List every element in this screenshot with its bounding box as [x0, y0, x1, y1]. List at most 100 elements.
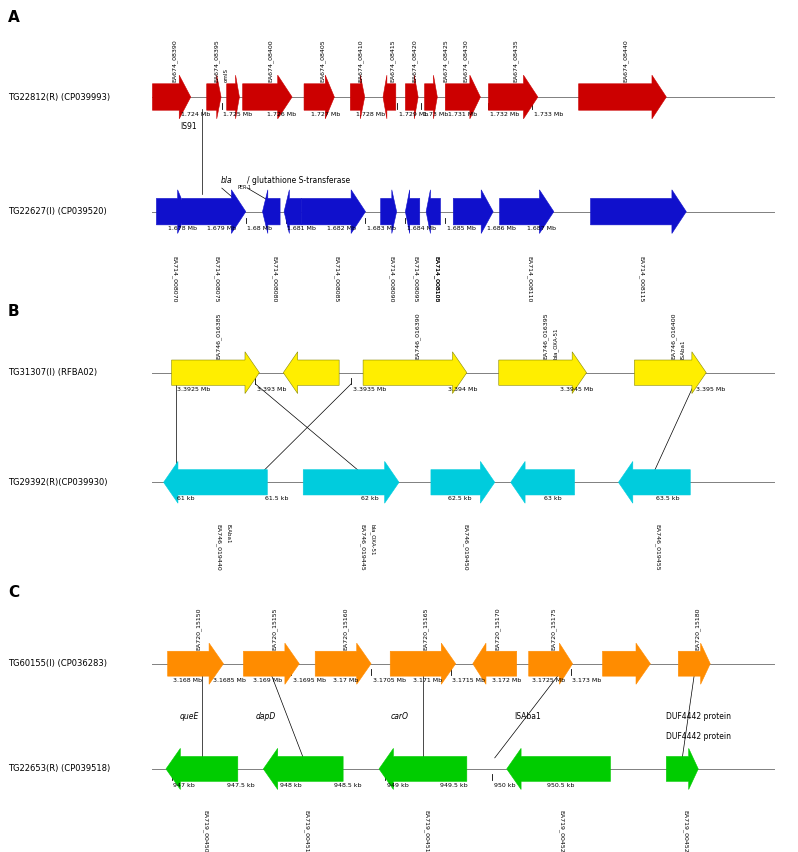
- Text: dapD: dapD: [255, 711, 275, 721]
- Text: EA674_08440: EA674_08440: [622, 39, 628, 83]
- FancyArrow shape: [445, 75, 480, 118]
- Text: 1.681 Mb: 1.681 Mb: [287, 227, 316, 232]
- Text: 3.3935 Mb: 3.3935 Mb: [353, 387, 386, 392]
- Text: 950.5 kb: 950.5 kb: [547, 783, 575, 788]
- Text: 3.1705 Mb: 3.1705 Mb: [373, 677, 405, 682]
- Text: EA720_15150: EA720_15150: [196, 607, 201, 650]
- Text: 3.393 Mb: 3.393 Mb: [257, 387, 286, 392]
- Text: 1.726 Mb: 1.726 Mb: [267, 112, 296, 117]
- Text: EA746_019455: EA746_019455: [654, 525, 660, 571]
- Text: EA674_08405: EA674_08405: [319, 40, 325, 83]
- Text: 3.1715 Mb: 3.1715 Mb: [452, 677, 485, 682]
- Text: TG22627(I) (CP039520): TG22627(I) (CP039520): [8, 207, 107, 216]
- Text: 62 kb: 62 kb: [361, 497, 378, 501]
- FancyArrow shape: [168, 643, 223, 684]
- Text: 1.727 Mb: 1.727 Mb: [311, 112, 341, 117]
- Text: EA714_008110: EA714_008110: [527, 256, 532, 302]
- Text: C: C: [8, 584, 19, 600]
- Text: EA720_15155: EA720_15155: [271, 607, 277, 650]
- FancyArrow shape: [666, 748, 698, 790]
- Text: EA746_016400: EA746_016400: [670, 312, 676, 359]
- FancyArrow shape: [283, 352, 339, 394]
- FancyArrow shape: [227, 75, 239, 118]
- Text: EA674_08435: EA674_08435: [513, 39, 519, 83]
- Text: bla_OXA-51: bla_OXA-51: [369, 525, 375, 556]
- Text: 3.17 Mb: 3.17 Mb: [333, 677, 358, 682]
- Text: bla_OXA-51: bla_OXA-51: [553, 327, 559, 359]
- Text: 1.729 Mb: 1.729 Mb: [399, 112, 429, 117]
- Text: 947 kb: 947 kb: [173, 783, 195, 788]
- Text: 1.685 Mb: 1.685 Mb: [447, 227, 476, 232]
- Text: 1.724 Mb: 1.724 Mb: [181, 112, 211, 117]
- Text: PER-1: PER-1: [238, 185, 252, 190]
- FancyArrow shape: [634, 352, 706, 394]
- FancyArrow shape: [618, 462, 690, 504]
- FancyArrow shape: [511, 462, 575, 504]
- Text: B: B: [8, 304, 20, 319]
- Text: 1.683 Mb: 1.683 Mb: [367, 227, 396, 232]
- Text: EA674_08390: EA674_08390: [172, 39, 177, 83]
- Text: 948 kb: 948 kb: [280, 783, 302, 788]
- Text: 3.395 Mb: 3.395 Mb: [696, 387, 725, 392]
- Text: bla: bla: [220, 176, 232, 185]
- FancyArrow shape: [363, 352, 467, 394]
- Text: EA746_019440: EA746_019440: [215, 525, 221, 571]
- FancyArrow shape: [579, 75, 666, 118]
- Text: queE: queE: [180, 711, 199, 721]
- Text: EA674_08430: EA674_08430: [463, 39, 468, 83]
- Text: 63.5 kb: 63.5 kb: [656, 497, 679, 501]
- FancyArrow shape: [243, 75, 292, 118]
- Text: 950 kb: 950 kb: [494, 783, 516, 788]
- Text: EA746_019450: EA746_019450: [463, 525, 468, 571]
- Text: 3.3945 Mb: 3.3945 Mb: [560, 387, 594, 392]
- Text: omIS: omIS: [224, 68, 229, 83]
- FancyArrow shape: [602, 643, 650, 684]
- Text: 1.733 Mb: 1.733 Mb: [534, 112, 563, 117]
- FancyArrow shape: [152, 75, 191, 118]
- FancyArrow shape: [182, 190, 246, 233]
- FancyArrow shape: [390, 643, 456, 684]
- Text: EA714_008105: EA714_008105: [433, 256, 439, 302]
- FancyArrow shape: [263, 190, 280, 233]
- Text: 3.168 Mb: 3.168 Mb: [173, 677, 202, 682]
- Text: 947.5 kb: 947.5 kb: [227, 783, 255, 788]
- Text: 1.684 Mb: 1.684 Mb: [407, 227, 436, 232]
- Text: 948.5 kb: 948.5 kb: [334, 783, 361, 788]
- Text: EA714_008070: EA714_008070: [172, 256, 177, 302]
- Text: IS91: IS91: [180, 122, 197, 131]
- Text: EA746_019445: EA746_019445: [359, 525, 365, 571]
- Text: 3.3925 Mb: 3.3925 Mb: [177, 387, 211, 392]
- Text: EA674_08420: EA674_08420: [412, 39, 417, 83]
- Text: TG22812(R) (CP039993): TG22812(R) (CP039993): [8, 93, 110, 101]
- Text: EA746_016390: EA746_016390: [415, 312, 421, 359]
- Text: EA674_08410: EA674_08410: [358, 40, 363, 83]
- Text: DUF4442 protein: DUF4442 protein: [666, 732, 731, 741]
- FancyArrow shape: [303, 462, 399, 504]
- FancyArrow shape: [164, 462, 267, 504]
- Text: 61 kb: 61 kb: [177, 497, 195, 501]
- Text: TG60155(I) (CP036283): TG60155(I) (CP036283): [8, 659, 107, 668]
- FancyArrow shape: [425, 75, 437, 118]
- Text: 1.68 Mb: 1.68 Mb: [247, 227, 272, 232]
- Text: EA720_15165: EA720_15165: [423, 607, 429, 650]
- FancyArrow shape: [405, 75, 418, 118]
- Text: EA719_004525: EA719_004525: [682, 810, 688, 852]
- FancyArrow shape: [678, 643, 710, 684]
- FancyArrow shape: [304, 75, 334, 118]
- Text: EA746_016385: EA746_016385: [215, 312, 221, 359]
- FancyArrow shape: [405, 190, 420, 233]
- Text: 1.679 Mb: 1.679 Mb: [207, 227, 236, 232]
- Text: 3.171 Mb: 3.171 Mb: [413, 677, 441, 682]
- Text: 1.686 Mb: 1.686 Mb: [487, 227, 516, 232]
- FancyArrow shape: [453, 190, 493, 233]
- Text: 1.731 Mb: 1.731 Mb: [448, 112, 477, 117]
- Text: EA746_016395: EA746_016395: [543, 312, 548, 359]
- Text: EA714_008085: EA714_008085: [334, 256, 339, 302]
- FancyArrow shape: [156, 190, 187, 233]
- FancyArrow shape: [383, 75, 396, 118]
- Text: 3.1725 Mb: 3.1725 Mb: [532, 677, 566, 682]
- Text: EA714_008080: EA714_008080: [271, 256, 277, 302]
- FancyArrow shape: [591, 190, 686, 233]
- Text: EA674_08415: EA674_08415: [389, 40, 395, 83]
- Text: EA714_008100: EA714_008100: [433, 256, 439, 302]
